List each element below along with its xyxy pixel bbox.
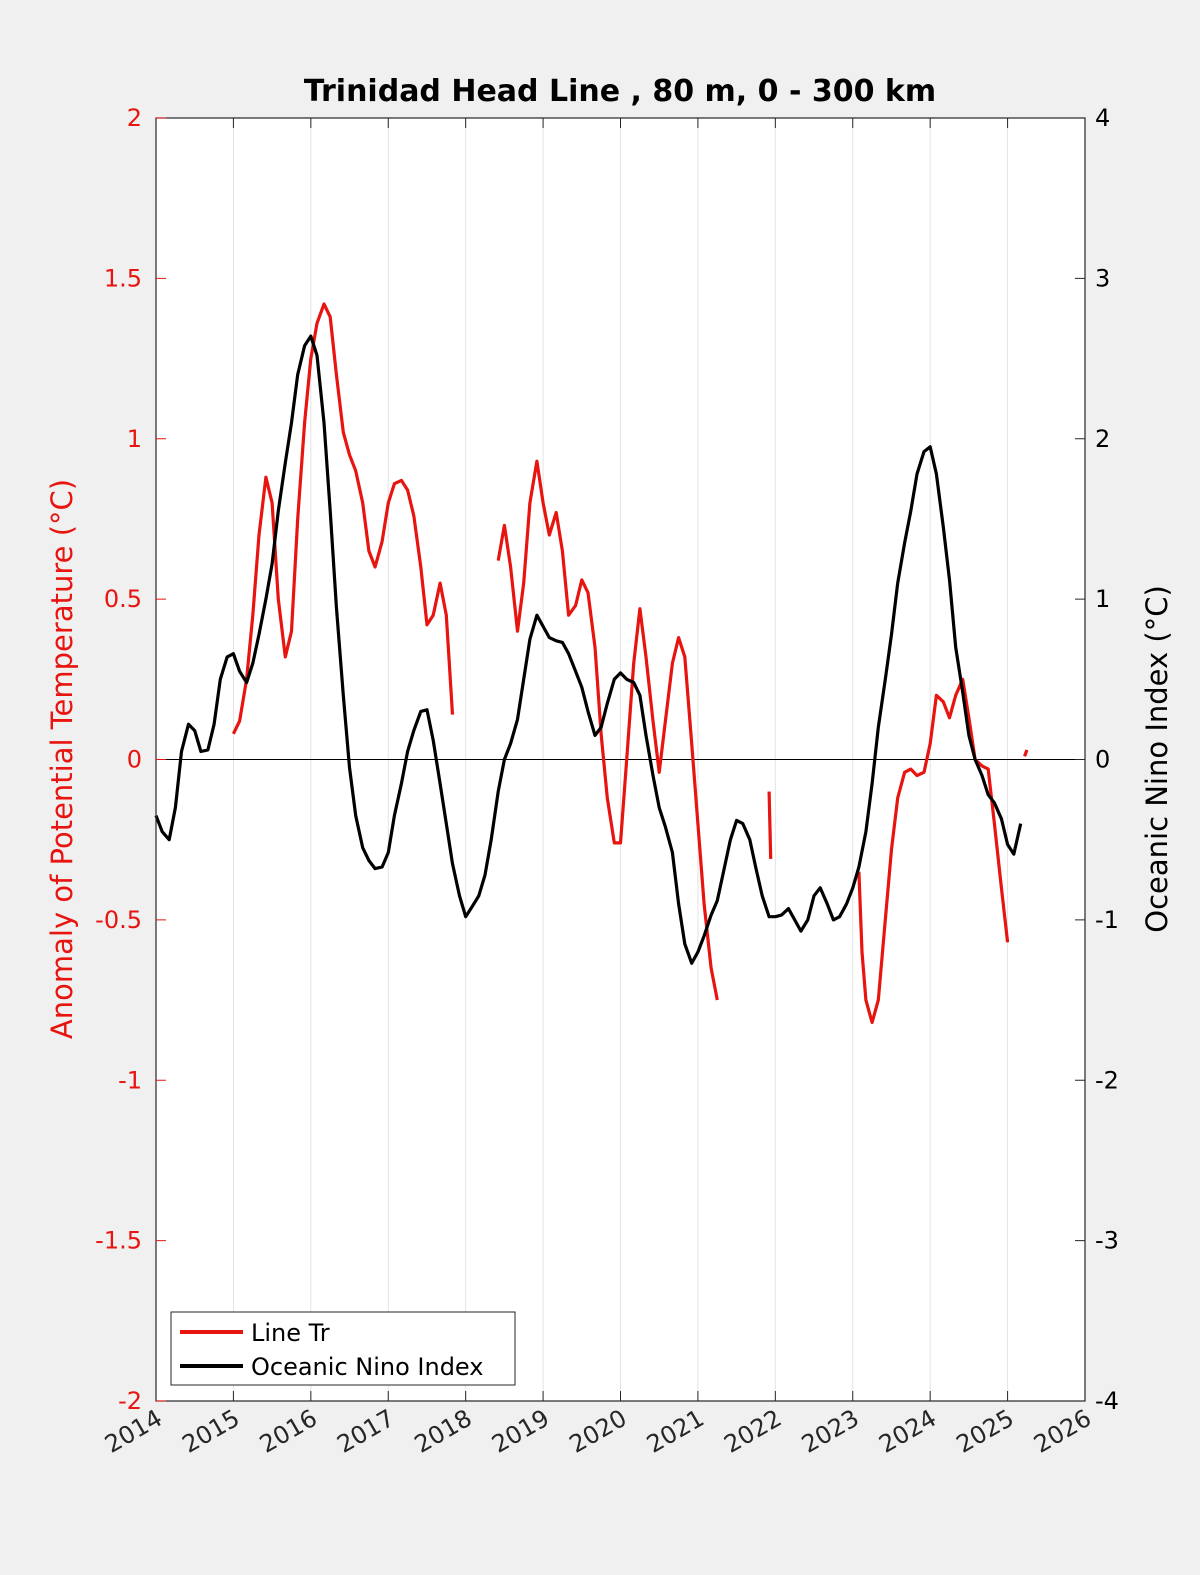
x-tick-label: 2022 bbox=[719, 1404, 786, 1459]
y-right-tick-label: 0 bbox=[1095, 746, 1110, 774]
y-right-tick-label: -1 bbox=[1095, 906, 1119, 934]
y-right-tick-label: 4 bbox=[1095, 104, 1110, 132]
y-left-tick-label: 1.5 bbox=[104, 264, 142, 292]
y-right-tick-label: -4 bbox=[1095, 1387, 1119, 1415]
x-tick-label: 2016 bbox=[255, 1404, 322, 1459]
y-right-tick-label: 2 bbox=[1095, 425, 1110, 453]
y-right-tick-label: 1 bbox=[1095, 585, 1110, 613]
legend-box bbox=[170, 1311, 516, 1386]
x-tick-label: 2023 bbox=[797, 1404, 864, 1459]
x-tick-label: 2017 bbox=[332, 1404, 399, 1459]
y-left-tick-label: 0 bbox=[127, 746, 142, 774]
x-tick-label: 2026 bbox=[1029, 1404, 1096, 1459]
legend-label-line-tr: Line Tr bbox=[251, 1319, 330, 1347]
legend-label-oni: Oceanic Nino Index bbox=[251, 1353, 483, 1381]
series-line-line-tr bbox=[231, 302, 455, 735]
x-tick-label: 2025 bbox=[952, 1404, 1019, 1459]
series-line-oceanic-nino-index bbox=[154, 334, 1023, 965]
x-tick-label: 2015 bbox=[178, 1404, 245, 1459]
series-line-line-tr bbox=[496, 459, 719, 1001]
series-line-line-tr bbox=[767, 791, 773, 859]
y-left-tick-label: 1 bbox=[127, 425, 142, 453]
y-left-axis-title: Anomaly of Potential Temperature (°C) bbox=[45, 479, 79, 1039]
series-group bbox=[154, 302, 1029, 1025]
x-tick-label: 2018 bbox=[410, 1404, 477, 1459]
chart-title: Trinidad Head Line , 80 m, 0 - 300 km bbox=[304, 74, 936, 109]
y-right-tick-label: -3 bbox=[1095, 1227, 1119, 1255]
legend: Line Tr Oceanic Nino Index bbox=[170, 1311, 516, 1386]
y-left-tick-label: 0.5 bbox=[104, 585, 142, 613]
y-left-tick-label: -1 bbox=[118, 1066, 142, 1094]
y-right-tick-label: 3 bbox=[1095, 264, 1110, 292]
y-left-tick-label: -0.5 bbox=[95, 906, 142, 934]
y-left-tick-label: -1.5 bbox=[95, 1227, 142, 1255]
y-left-tick-label: 2 bbox=[127, 104, 142, 132]
x-tick-label: 2024 bbox=[874, 1404, 941, 1459]
y-right-tick-label: -2 bbox=[1095, 1066, 1119, 1094]
series-line-line-tr bbox=[1023, 749, 1029, 757]
series-line-line-tr bbox=[857, 677, 1010, 1025]
y-left-tick-label: -2 bbox=[118, 1387, 142, 1415]
x-tick-label: 2019 bbox=[487, 1404, 554, 1459]
x-tick-label: 2021 bbox=[642, 1404, 709, 1459]
y-right-axis-title: Oceanic Nino Index (°C) bbox=[1140, 585, 1174, 933]
x-tick-label: 2020 bbox=[565, 1404, 632, 1459]
